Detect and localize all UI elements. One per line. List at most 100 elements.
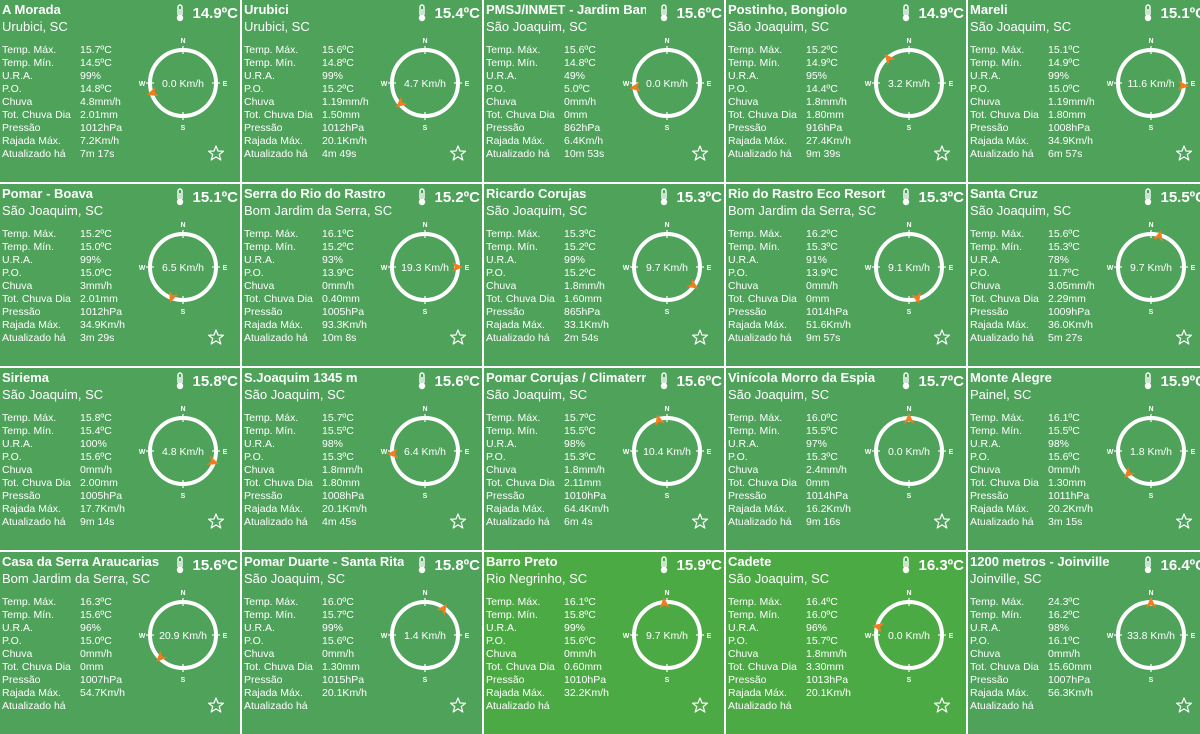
station-location: Painel, SC [970,387,1032,402]
station-card[interactable]: Santa Cruz São Joaquim, SC 15.5ºC Temp. … [968,184,1200,366]
star-icon[interactable] [692,697,708,713]
reading-label: Temp. Mín. [2,241,54,253]
reading-label: P.O. [244,451,264,463]
station-card[interactable]: Mareli São Joaquim, SC 15.1ºC Temp. Máx.… [968,0,1200,182]
reading-value: 15.4ºC [80,425,112,437]
reading-value: 15.2ºC [564,267,596,279]
station-name: 1200 metros - Joinville [970,554,1110,569]
reading-value: 14.9ºC [806,57,838,69]
reading-value: 15.5ºC [322,425,354,437]
star-icon[interactable] [208,513,224,529]
reading-value: 15.60mm [1048,661,1092,673]
station-card[interactable]: A Morada Urubici, SC 14.9ºC Temp. Máx. 15… [0,0,240,182]
reading-value: 16.1ºC [564,596,596,608]
reading-label: P.O. [486,451,506,463]
wind-speed: 1.4 Km/h [404,630,446,642]
star-icon[interactable] [692,513,708,529]
station-card[interactable]: Monte Alegre Painel, SC 15.9ºC Temp. Máx… [968,368,1200,550]
compass-letter-n: N [906,590,911,597]
compass-letter-w: W [623,633,630,640]
star-icon[interactable] [450,145,466,161]
star-icon[interactable] [208,329,224,345]
station-card[interactable]: Pomar Corujas / Climaterr São Joaquim, S… [484,368,724,550]
star-icon[interactable] [1176,145,1192,161]
reading-label: P.O. [728,83,748,95]
station-card[interactable]: Postinho, Bongiolo São Joaquim, SC 14.9º… [726,0,966,182]
reading-value: 1005hPa [80,490,123,502]
compass-letter-n: N [664,38,669,45]
star-icon[interactable] [934,145,950,161]
readings-list: Temp. Máx. 15.6ºC Temp. Mín. 14.8ºC U.R.A.… [486,44,616,161]
readings-list: Temp. Máx. 15.6ºC Temp. Mín. 14.8ºC U.R.A.… [244,44,374,161]
station-card[interactable]: Rio do Rastro Eco Resort Bom Jardim da S… [726,184,966,366]
reading-value: 15.6ºC [1048,228,1080,240]
compass-letter-n: N [180,38,185,45]
station-card[interactable]: Cadete São Joaquim, SC 16.3ºC Temp. Máx.… [726,552,966,734]
station-name: Siriema [2,370,49,385]
reading-label: U.R.A. [728,438,759,450]
station-card[interactable]: Ricardo Corujas São Joaquim, SC 15.3ºC T… [484,184,724,366]
star-icon[interactable] [692,329,708,345]
star-icon[interactable] [934,329,950,345]
station-card[interactable]: Casa da Serra Araucarias Bom Jardim da S… [0,552,240,734]
station-name: Casa da Serra Araucarias [2,554,160,569]
station-card[interactable]: S.Joaquim 1345 m São Joaquim, SC 15.6ºC … [242,368,482,550]
star-icon[interactable] [208,697,224,713]
compass-letter-w: W [381,633,388,640]
arrow-head [904,413,914,424]
reading-label: Tot. Chuva Dia [244,293,313,305]
star-icon[interactable] [1176,697,1192,713]
wind-compass: N S W E 1.8 Km/h [1107,406,1196,500]
reading-value: 17.7Km/h [80,503,125,515]
station-location: São Joaquim, SC [728,19,830,34]
star-icon[interactable] [1176,329,1192,345]
reading-row-rajada: Rajada Máx. 34.9Km/h [970,135,1100,148]
reading-label: P.O. [728,267,748,279]
station-card[interactable]: Siriema São Joaquim, SC 15.8ºC Temp. Máx… [0,368,240,550]
station-card[interactable]: 1200 metros - Joinville Joinville, SC 16… [968,552,1200,734]
reading-label: P.O. [2,267,22,279]
star-icon[interactable] [450,329,466,345]
reading-value: 14.8ºC [80,83,112,95]
temperature-value: 15.9ºC [676,556,722,574]
reading-row-pressao: Pressão 1007hPa [970,674,1100,687]
station-card[interactable]: Vinícola Morro da Espia São Joaquim, SC … [726,368,966,550]
station-card[interactable]: PMSJ/INMET - Jardim Band São Joaquim, SC… [484,0,724,182]
compass-letter-w: W [381,265,388,272]
station-card[interactable]: Serra do Rio do Rastro Bom Jardim da Ser… [242,184,482,366]
reading-row-tmin: Temp. Mín. 15.7ºC [244,609,374,622]
arrow-head [1124,466,1136,478]
wind-compass: N S W E 9.1 Km/h [865,222,954,316]
star-icon[interactable] [934,513,950,529]
readings-list: Temp. Máx. 15.3ºC Temp. Mín. 15.2ºC U.R.A.… [486,228,616,345]
reading-row-chuva: Chuva 1.8mm/h [486,464,616,477]
reading-row-chuva: Chuva 1.8mm/h [244,464,374,477]
star-icon[interactable] [1176,513,1192,529]
reading-row-po: P.O. 15.7ºC [728,635,858,648]
compass-letter-n: N [664,222,669,229]
wind-speed: 9.7 Km/h [1130,262,1172,274]
current-temperature: 15.3ºC [658,188,722,206]
thermometer-icon [1145,372,1152,390]
star-icon[interactable] [450,697,466,713]
reading-row-tmax: Temp. Máx. 16.0ºC [244,596,374,609]
reading-row-ura: U.R.A. 99% [244,70,374,83]
reading-value: 16.1ºC [322,228,354,240]
star-icon[interactable] [692,145,708,161]
station-card[interactable]: Pomar - Boava São Joaquim, SC 15.1ºC Tem… [0,184,240,366]
station-card[interactable]: Urubici Urubici, SC 15.4ºC Temp. Máx. 15.… [242,0,482,182]
star-icon[interactable] [450,513,466,529]
reading-label: P.O. [728,451,748,463]
wind-speed: 6.4 Km/h [404,446,446,458]
reading-row-chuva: Chuva 0mm/h [728,280,858,293]
reading-label: Pressão [486,306,525,318]
reading-label: Atualizado há [2,148,66,160]
reading-row-tot: Tot. Chuva Dia 1.30mm [970,477,1100,490]
reading-value: 1009hPa [1048,306,1091,318]
station-location: Urubici, SC [244,19,310,34]
star-icon[interactable] [208,145,224,161]
reading-label: Tot. Chuva Dia [486,293,555,305]
station-card[interactable]: Pomar Duarte - Santa Rita São Joaquim, S… [242,552,482,734]
station-card[interactable]: Barro Preto Rio Negrinho, SC 15.9ºC Temp… [484,552,724,734]
star-icon[interactable] [934,697,950,713]
